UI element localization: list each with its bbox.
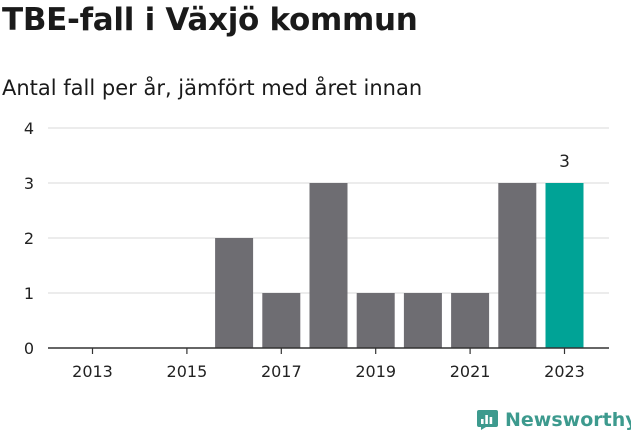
x-tick-label: 2023 bbox=[544, 362, 585, 381]
y-tick-label: 2 bbox=[24, 229, 34, 248]
chart-subtitle: Antal fall per år, jämfört med året inna… bbox=[2, 76, 423, 100]
y-tick-label: 0 bbox=[24, 339, 34, 358]
newsworthy-logo-icon bbox=[477, 410, 498, 430]
bar-2016 bbox=[215, 238, 254, 348]
y-tick-label: 4 bbox=[24, 119, 34, 138]
data-label: 3 bbox=[559, 152, 570, 172]
bar-2020 bbox=[403, 293, 442, 348]
bar-2018 bbox=[309, 183, 348, 348]
bar-2019 bbox=[356, 293, 395, 348]
y-tick-label: 1 bbox=[24, 284, 34, 303]
x-tick-label: 2019 bbox=[355, 362, 396, 381]
x-tick-label: 2021 bbox=[450, 362, 491, 381]
bar-2017 bbox=[262, 293, 301, 348]
x-tick-label: 2013 bbox=[72, 362, 113, 381]
x-tick-label: 2015 bbox=[167, 362, 208, 381]
x-tick-label: 2017 bbox=[261, 362, 302, 381]
bar-2021 bbox=[451, 293, 490, 348]
brand-name: Newsworthy bbox=[505, 408, 631, 431]
chart-title: TBE-fall i Växjö kommun bbox=[2, 2, 418, 38]
y-tick-label: 3 bbox=[24, 174, 34, 193]
bar-2022 bbox=[498, 183, 537, 348]
bar-2023 bbox=[545, 183, 584, 348]
newsworthy-logo: Newsworthy bbox=[476, 408, 631, 431]
